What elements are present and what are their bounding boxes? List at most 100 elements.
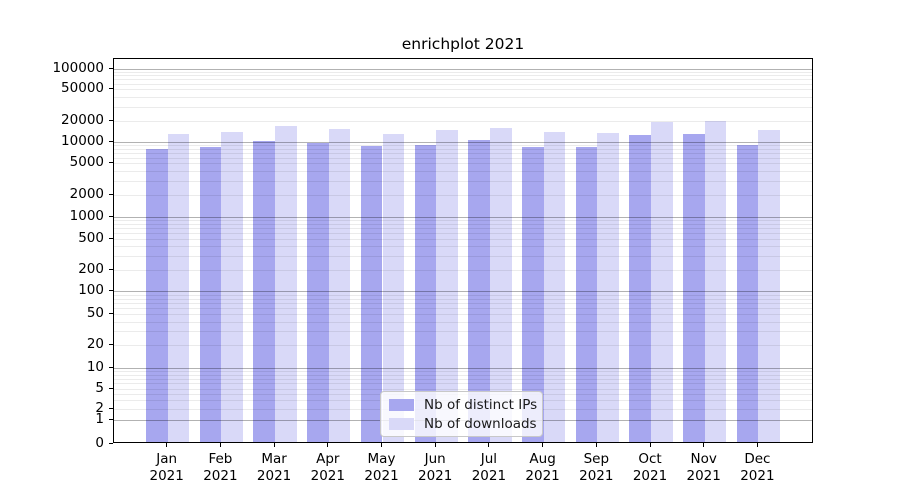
bar-ips-feb-2021 bbox=[199, 146, 222, 442]
ytick-label-20000: 20000 bbox=[61, 112, 104, 129]
xtick-label-sep-2021: Sep 2021 bbox=[579, 451, 614, 484]
xtick-mark-jan-2021 bbox=[166, 443, 168, 447]
xtick-mark-jul-2021 bbox=[488, 443, 490, 447]
bar-ips-jul-2021 bbox=[468, 140, 490, 442]
ytick-label-200: 200 bbox=[78, 261, 104, 277]
gridline-minor-900 bbox=[114, 220, 812, 222]
bar-downloads-mar-2021 bbox=[275, 126, 297, 442]
ytick-label-2000: 2000 bbox=[69, 186, 104, 203]
bar-ips-nov-2021 bbox=[683, 134, 705, 442]
ytick-label-100000: 100000 bbox=[52, 59, 104, 76]
xtick-label-jun-2021: Jun 2021 bbox=[418, 451, 453, 484]
ytick-mark-20000 bbox=[109, 120, 113, 122]
gridline-minor-2000 bbox=[114, 195, 812, 197]
ytick-mark-1000 bbox=[109, 216, 113, 217]
xtick-label-jan-2021: Jan 2021 bbox=[149, 451, 184, 484]
bar-ips-jun-2021 bbox=[414, 144, 437, 442]
xtick-mark-sep-2021 bbox=[595, 443, 597, 447]
bar-downloads-jul-2021 bbox=[489, 127, 512, 442]
ytick-mark-2 bbox=[109, 407, 113, 409]
bar-ips-dec-2021 bbox=[736, 145, 759, 442]
legend-label-distinct-ips: Nb of distinct IPs bbox=[424, 396, 538, 413]
gridline-minor-500 bbox=[114, 238, 812, 240]
gridline-minor-5000 bbox=[114, 163, 812, 165]
chart-title: enrichplot 2021 bbox=[401, 35, 525, 53]
ytick-mark-5000 bbox=[109, 162, 113, 164]
ytick-label-2: 2 bbox=[95, 399, 104, 416]
legend-swatch-distinct-ips bbox=[389, 398, 414, 411]
gridline-minor-9000 bbox=[114, 145, 812, 147]
gridline-minor-90000 bbox=[114, 71, 812, 73]
gridline-minor-50 bbox=[114, 314, 812, 315]
bar-downloads-dec-2021 bbox=[758, 130, 781, 442]
ytick-mark-10 bbox=[109, 366, 113, 368]
xtick-mark-nov-2021 bbox=[703, 443, 705, 447]
legend-item-downloads: Nb of downloads bbox=[389, 415, 537, 432]
gridline-minor-80000 bbox=[114, 75, 812, 77]
gridline-minor-20 bbox=[114, 345, 812, 347]
legend-swatch-downloads bbox=[389, 417, 414, 430]
gridline-minor-7 bbox=[114, 378, 812, 380]
xtick-label-aug-2021: Aug 2021 bbox=[525, 451, 560, 484]
ytick-mark-1 bbox=[109, 419, 113, 420]
ytick-label-0: 0 bbox=[95, 435, 104, 451]
legend-item-distinct-ips: Nb of distinct IPs bbox=[389, 396, 538, 413]
gridline-minor-600 bbox=[114, 233, 812, 234]
xtick-mark-feb-2021 bbox=[219, 443, 221, 447]
bar-downloads-nov-2021 bbox=[704, 120, 727, 442]
ytick-mark-0 bbox=[109, 443, 113, 444]
bar-ips-mar-2021 bbox=[253, 140, 276, 442]
ytick-label-1000: 1000 bbox=[69, 208, 104, 224]
ytick-label-100: 100 bbox=[78, 282, 104, 299]
gridline-minor-60000 bbox=[114, 83, 812, 85]
bar-ips-sep-2021 bbox=[575, 146, 598, 442]
ytick-mark-20 bbox=[109, 344, 113, 346]
gridline-minor-30 bbox=[114, 331, 812, 333]
gridline-minor-6000 bbox=[114, 157, 812, 159]
ytick-label-500: 500 bbox=[78, 229, 104, 246]
xtick-label-apr-2021: Apr 2021 bbox=[310, 451, 345, 484]
plot-area bbox=[113, 58, 813, 443]
gridline-minor-30000 bbox=[114, 107, 812, 109]
xtick-label-may-2021: May 2021 bbox=[364, 451, 399, 484]
legend: Nb of distinct IPs Nb of downloads bbox=[380, 391, 543, 437]
gridline-minor-50000 bbox=[114, 89, 812, 91]
gridline-100 bbox=[114, 291, 812, 293]
bar-ips-aug-2021 bbox=[521, 146, 544, 442]
gridline-minor-20000 bbox=[114, 121, 812, 123]
legend-label-downloads: Nb of downloads bbox=[424, 415, 537, 432]
bar-downloads-apr-2021 bbox=[328, 128, 351, 442]
gridline-minor-40 bbox=[114, 321, 812, 323]
ytick-label-1: 1 bbox=[95, 411, 104, 427]
ytick-mark-200 bbox=[109, 269, 113, 270]
gridline-minor-3000 bbox=[114, 181, 812, 183]
gridline-10000 bbox=[114, 142, 812, 143]
xtick-mark-apr-2021 bbox=[327, 443, 329, 447]
bar-downloads-jan-2021 bbox=[167, 133, 190, 442]
xtick-label-dec-2021: Dec 2021 bbox=[740, 451, 775, 484]
gridline-minor-40000 bbox=[114, 97, 812, 99]
bar-downloads-feb-2021 bbox=[221, 132, 244, 442]
ytick-mark-2000 bbox=[109, 194, 113, 196]
gridline-100000 bbox=[114, 68, 812, 70]
ytick-mark-500 bbox=[109, 237, 113, 239]
gridline-minor-8000 bbox=[114, 148, 812, 150]
gridline-minor-8 bbox=[114, 374, 812, 376]
xtick-label-oct-2021: Oct 2021 bbox=[632, 451, 668, 484]
xtick-mark-oct-2021 bbox=[649, 443, 651, 447]
bar-ips-jan-2021 bbox=[146, 148, 168, 442]
ytick-label-50000: 50000 bbox=[61, 80, 104, 97]
ytick-mark-100000 bbox=[109, 67, 113, 69]
bar-downloads-may-2021 bbox=[382, 133, 405, 442]
xtick-mark-aug-2021 bbox=[542, 443, 544, 447]
gridline-minor-90 bbox=[114, 294, 812, 296]
bar-downloads-jun-2021 bbox=[436, 130, 458, 442]
xtick-label-jul-2021: Jul 2021 bbox=[471, 451, 507, 484]
bar-ips-may-2021 bbox=[360, 146, 383, 442]
ytick-mark-5 bbox=[109, 387, 113, 389]
bar-downloads-oct-2021 bbox=[651, 121, 673, 442]
bar-ips-apr-2021 bbox=[307, 142, 329, 442]
gridline-minor-80 bbox=[114, 298, 812, 300]
gridline-minor-9 bbox=[114, 370, 812, 372]
